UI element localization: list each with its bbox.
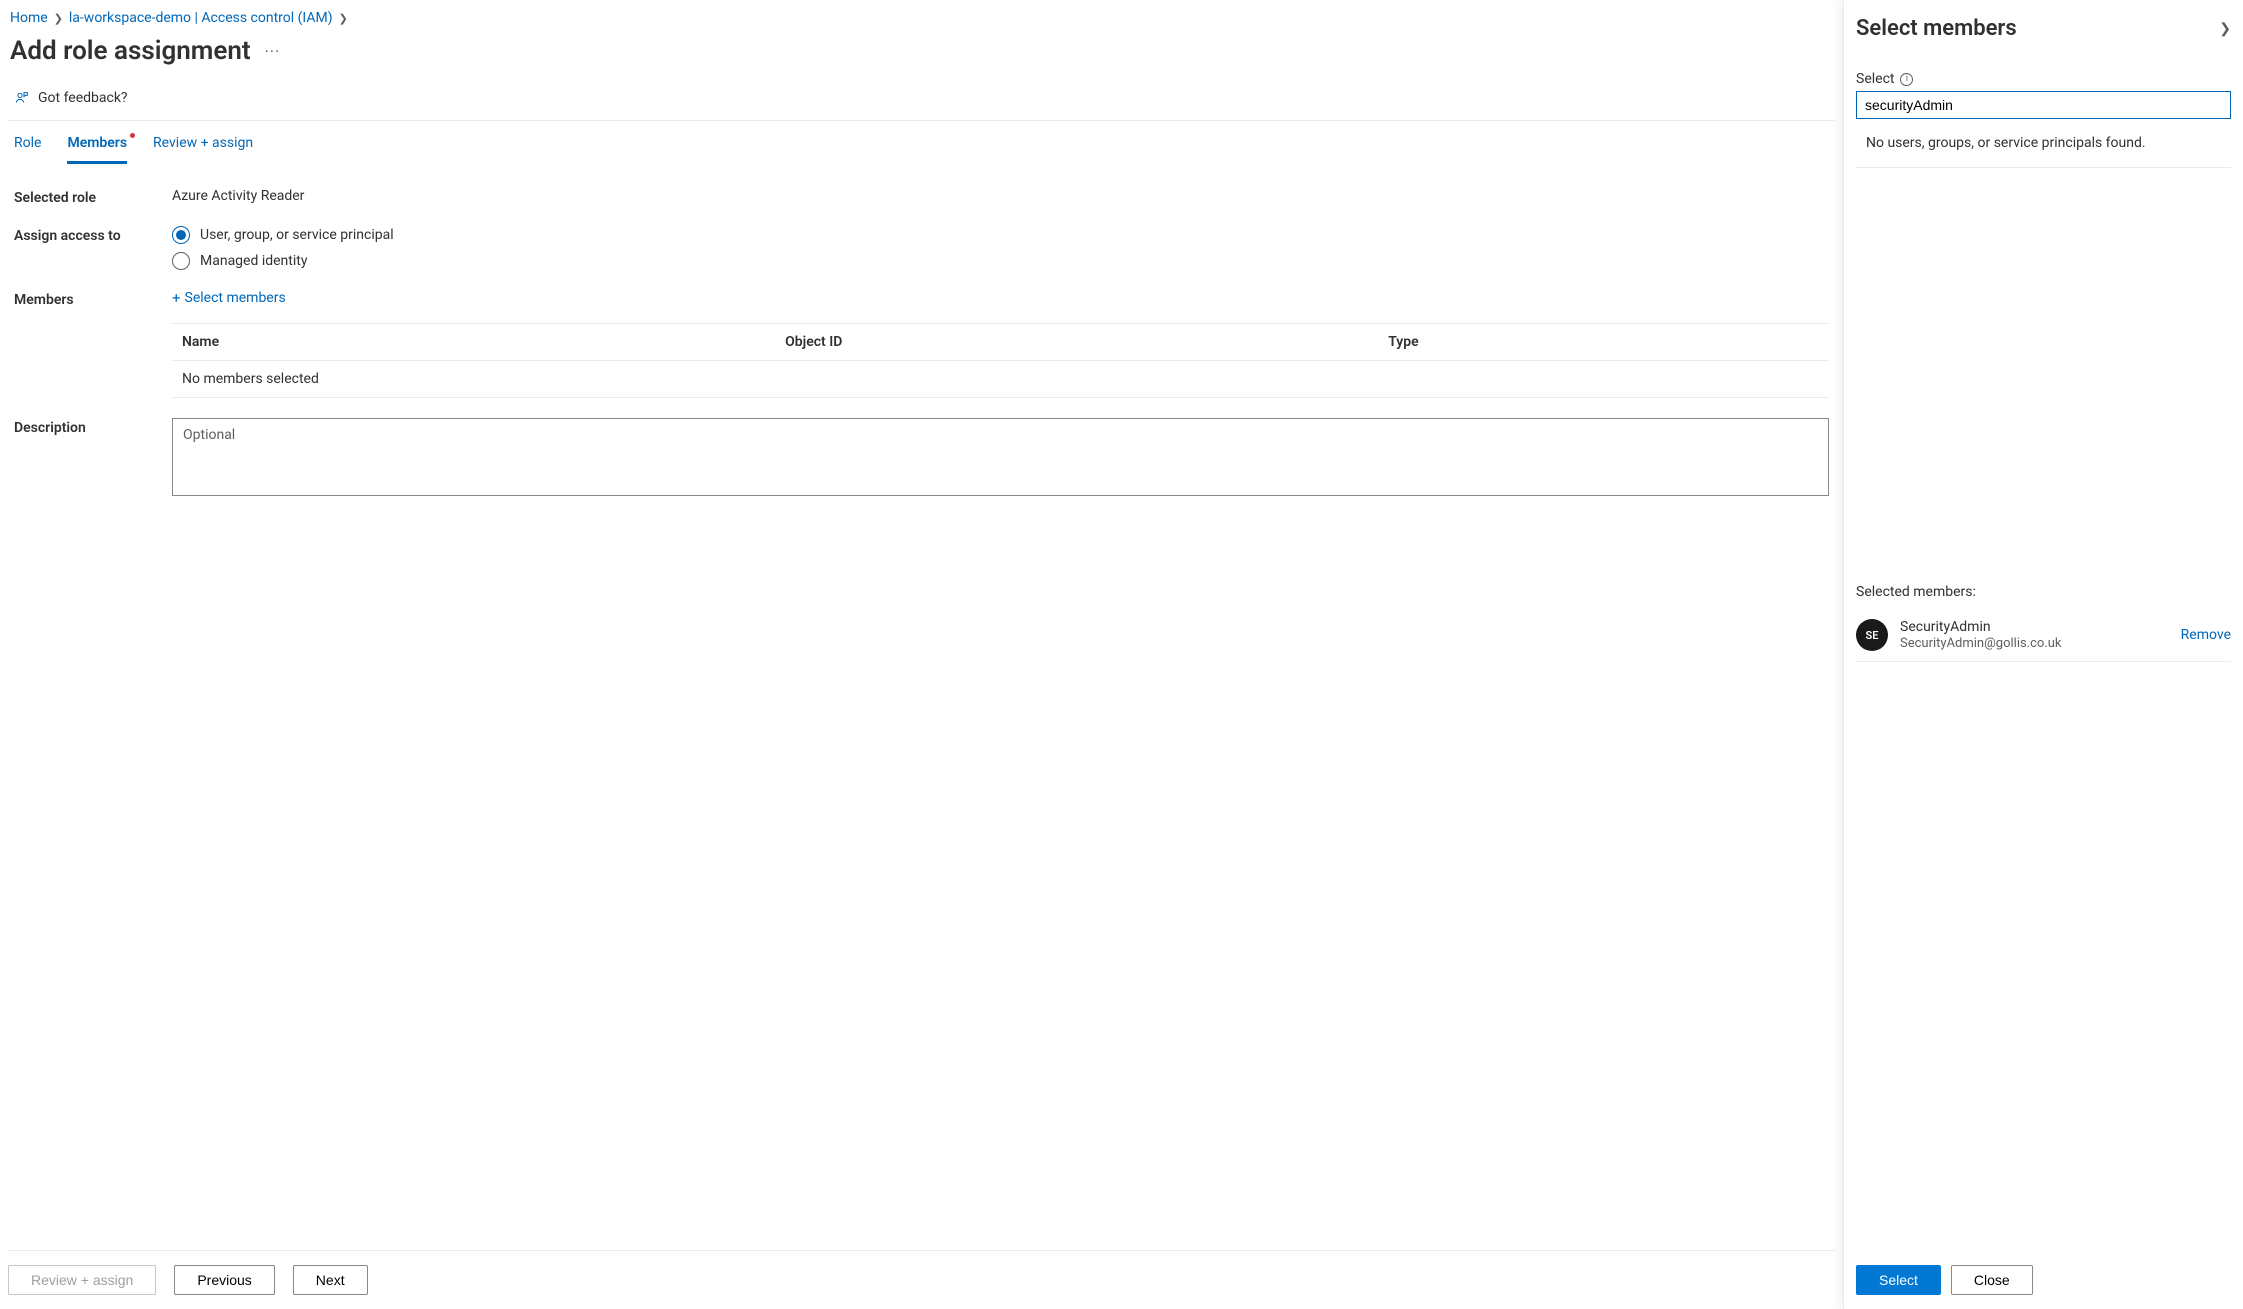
- chevron-right-icon: ❯: [339, 12, 348, 25]
- col-type: Type: [1388, 334, 1819, 350]
- no-results-message: No users, groups, or service principals …: [1856, 119, 2231, 168]
- tab-members[interactable]: Members: [67, 135, 127, 164]
- tabs: Role Members Review + assign: [8, 121, 1835, 164]
- more-icon[interactable]: ···: [265, 42, 281, 61]
- person-feedback-icon: [14, 90, 30, 106]
- members-label: Members: [14, 290, 164, 398]
- select-members-panel: Select members ❯ Select i No users, grou…: [1843, 0, 2243, 1309]
- breadcrumb: Home ❯ la-workspace-demo | Access contro…: [8, 8, 1835, 32]
- members-empty-row: No members selected: [172, 361, 1829, 397]
- chevron-right-icon[interactable]: ❯: [2219, 21, 2231, 37]
- review-assign-button[interactable]: Review + assign: [8, 1265, 156, 1295]
- breadcrumb-home[interactable]: Home: [10, 10, 48, 26]
- panel-close-button[interactable]: Close: [1951, 1265, 2033, 1295]
- radio-icon: [172, 226, 190, 244]
- tab-review[interactable]: Review + assign: [153, 135, 253, 164]
- assign-access-radio-group: User, group, or service principal Manage…: [172, 226, 1829, 270]
- selected-role-label: Selected role: [14, 188, 164, 206]
- selected-member-row: SE SecurityAdmin SecurityAdmin@gollis.co…: [1856, 610, 2231, 662]
- radio-user-label: User, group, or service principal: [200, 227, 394, 243]
- info-icon[interactable]: i: [1900, 73, 1913, 86]
- selected-members-label: Selected members:: [1856, 584, 2231, 600]
- assign-access-label: Assign access to: [14, 226, 164, 270]
- radio-managed-identity[interactable]: Managed identity: [172, 252, 1829, 270]
- footer-bar: Review + assign Previous Next: [8, 1250, 1835, 1309]
- breadcrumb-workspace[interactable]: la-workspace-demo | Access control (IAM): [69, 10, 333, 26]
- remove-member-link[interactable]: Remove: [2181, 627, 2231, 643]
- tab-role[interactable]: Role: [14, 135, 41, 164]
- selected-role-value: Azure Activity Reader: [172, 188, 1829, 206]
- members-table: Name Object ID Type No members selected: [172, 323, 1829, 398]
- next-button[interactable]: Next: [293, 1265, 368, 1295]
- col-object-id: Object ID: [785, 334, 1388, 350]
- select-members-link[interactable]: + Select members: [172, 290, 286, 306]
- radio-icon: [172, 252, 190, 270]
- description-label: Description: [14, 418, 164, 500]
- select-members-label: Select members: [185, 290, 286, 306]
- radio-user-group[interactable]: User, group, or service principal: [172, 226, 1829, 244]
- required-dot-icon: [130, 133, 135, 138]
- plus-icon: +: [172, 291, 181, 306]
- member-name: SecurityAdmin: [1900, 618, 2169, 636]
- previous-button[interactable]: Previous: [174, 1265, 274, 1295]
- page-title: Add role assignment: [10, 36, 251, 66]
- chevron-right-icon: ❯: [54, 12, 63, 25]
- col-name: Name: [182, 334, 785, 350]
- radio-managed-label: Managed identity: [200, 253, 307, 269]
- panel-select-button[interactable]: Select: [1856, 1265, 1941, 1295]
- member-email: SecurityAdmin@gollis.co.uk: [1900, 636, 2169, 653]
- avatar: SE: [1856, 619, 1888, 651]
- panel-title: Select members: [1856, 16, 2017, 41]
- feedback-link[interactable]: Got feedback?: [8, 80, 1835, 121]
- tab-members-label: Members: [67, 135, 127, 151]
- member-search-input[interactable]: [1856, 91, 2231, 119]
- feedback-label: Got feedback?: [38, 90, 128, 106]
- description-input[interactable]: [172, 418, 1829, 496]
- panel-select-label: Select: [1856, 71, 1894, 87]
